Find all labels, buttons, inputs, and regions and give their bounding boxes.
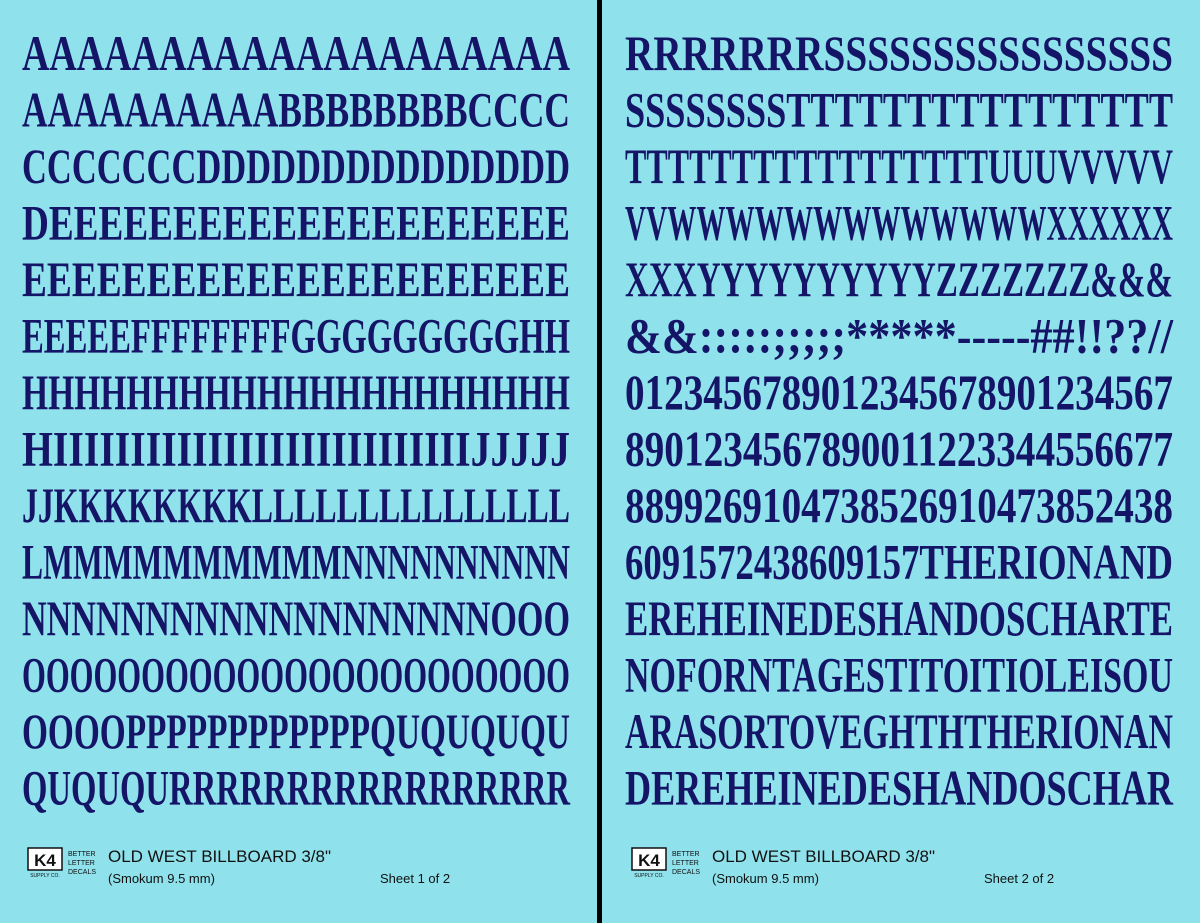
- logo-sub: SUPPLY CO.: [634, 873, 664, 879]
- tagline: LETTER: [68, 860, 95, 867]
- letter-row: OOOOOOOOOOOOOOOOOOOOOOO: [22, 647, 570, 703]
- letter-row: TTTTTTTTTTTTTTTTTUUUVVVVV: [625, 138, 1173, 194]
- letter-row: &&:::::;;;;;*****-----##!!??//: [625, 308, 1174, 364]
- sheet-number: Sheet 1 of 2: [380, 871, 450, 886]
- letter-row: JJKKKKKKKKLLLLLLLLLLLLLLL: [22, 477, 570, 533]
- logo-sub: SUPPLY CO.: [30, 873, 60, 879]
- letter-row: EREHEINEDESHANDOSCHARTE: [625, 590, 1173, 646]
- letter-row: OOOOPPPPPPPPPPPPQUQUQUQU: [22, 703, 570, 759]
- letter-row: AAAAAAAAAABBBBBBBBCCCC: [22, 82, 570, 138]
- letter-row: 8899269104738526910473852438: [625, 477, 1173, 533]
- letter-row: QUQUQURRRRRRRRRRRRRRRRR: [22, 760, 571, 816]
- letter-row: DEREHEINEDESHANDOSCHAR: [625, 760, 1174, 816]
- tagline: BETTER: [672, 851, 700, 858]
- letter-row: 8901234567890011223344556677: [625, 421, 1173, 477]
- letter-row: CCCCCCCDDDDDDDDDDDDDDD: [22, 138, 570, 194]
- letter-row: XXXYYYYYYYYYYZZZZZZZ&&&: [625, 251, 1173, 307]
- letter-row: EEEEEFFFFFFFFGGGGGGGGGHH: [22, 308, 570, 364]
- sheet-subtitle: (Smokum 9.5 mm): [712, 871, 819, 886]
- sheet-title: OLD WEST BILLBOARD 3/8": [712, 847, 935, 866]
- tagline: DECALS: [672, 869, 700, 876]
- sheet-number: Sheet 2 of 2: [984, 871, 1054, 886]
- letter-row: AAAAAAAAAAAAAAAAAAAA: [22, 25, 570, 81]
- logo-box: [631, 847, 667, 871]
- tagline: BETTER: [68, 851, 96, 858]
- letter-row: ARASORTOVEGHTHTHERIONAN: [625, 703, 1173, 759]
- sheet-title: OLD WEST BILLBOARD 3/8": [108, 847, 331, 866]
- letter-row: SSSSSSSSTTTTTTTTTTTTTTTT: [625, 82, 1173, 138]
- letter-row: DEEEEEEEEEEEEEEEEEEEEE: [22, 195, 570, 251]
- tagline: DECALS: [68, 869, 96, 876]
- divider: [597, 0, 602, 923]
- letter-row: RRRRRRRSSSSSSSSSSSSSSSS: [625, 25, 1173, 81]
- letter-row: VVWWWWWWWWWWWWWXXXXXX: [625, 195, 1173, 251]
- letter-row: NOFORNTAGESTITOITIOLEISOU: [625, 647, 1173, 703]
- letter-row: 6091572438609157THERIONAND: [625, 534, 1173, 590]
- letter-row: 0123456789012345678901234567: [625, 364, 1173, 420]
- logo-box: [27, 847, 63, 871]
- logo: K4: [34, 851, 56, 870]
- sheet-subtitle: (Smokum 9.5 mm): [108, 871, 215, 886]
- letter-row: NNNNNNNNNNNNNNNNNNNOOO: [22, 590, 570, 646]
- letter-row: HIIIIIIIIIIIIIIIIIIIIIIIIIIIJJJJJ: [22, 421, 570, 477]
- letter-row: EEEEEEEEEEEEEEEEEEEEEE: [22, 251, 570, 307]
- letter-row: HHHHHHHHHHHHHHHHHHHHH: [22, 364, 570, 420]
- tagline: LETTER: [672, 860, 699, 867]
- letter-row: LMMMMMMMMMMNNNNNNNNNN: [22, 534, 570, 590]
- logo: K4: [638, 851, 660, 870]
